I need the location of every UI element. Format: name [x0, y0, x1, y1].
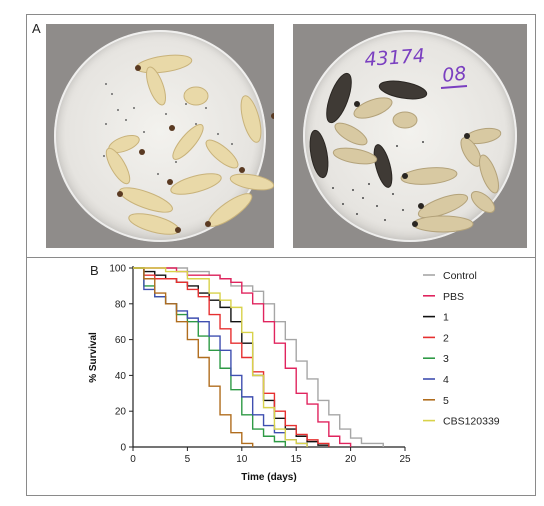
panel-b-label: B: [90, 263, 99, 278]
y-tick-label: 80: [115, 299, 127, 310]
x-tick-label: 25: [399, 454, 411, 465]
x-tick-label: 15: [291, 454, 303, 465]
series-line-pbs: [133, 267, 352, 447]
x-tick-label: 20: [345, 454, 357, 465]
x-tick-label: 5: [185, 454, 191, 465]
panel-divider: [27, 257, 535, 258]
photo-dish-left: [46, 24, 274, 248]
x-tick-label: 10: [236, 454, 248, 465]
legend-label: 4: [443, 374, 449, 386]
y-tick-label: 0: [120, 443, 126, 454]
dish-annotation-number: 43174: [364, 45, 426, 71]
series-line-control: [133, 267, 384, 447]
chart-series: [133, 267, 384, 447]
y-tick-label: 60: [115, 335, 127, 346]
figure-frame: A: [26, 14, 536, 496]
y-tick-label: 100: [109, 264, 126, 275]
larvae-left: [103, 54, 274, 235]
legend-label: 3: [443, 353, 449, 365]
series-line-cbs120339: [133, 267, 308, 447]
dish-annotation-suffix: 08: [441, 63, 467, 87]
photo-dish-right: 43174 08: [293, 24, 527, 248]
legend-label: PBS: [443, 291, 464, 303]
y-tick-label: 40: [115, 371, 127, 382]
chart-axes: 0 5 10 15 20 25 0 20 40 60 80 100: [109, 264, 411, 466]
legend-label: CBS120339: [443, 416, 500, 428]
annotation-underline: [440, 85, 468, 89]
y-axis-label: % Survival: [88, 332, 99, 383]
chart-legend: Control PBS 1 2 3 4 5 CBS120339: [423, 270, 500, 428]
legend-label: 1: [443, 312, 449, 324]
x-axis-label: Time (days): [241, 472, 296, 483]
legend-label: 2: [443, 332, 449, 344]
larvae-right: 43174 08: [309, 45, 502, 233]
legend-label: 5: [443, 395, 449, 407]
panel-a-label: A: [32, 21, 41, 36]
x-tick-label: 0: [130, 454, 136, 465]
y-tick-label: 20: [115, 407, 127, 418]
series-line-5: [133, 267, 254, 447]
series-line-2: [133, 267, 330, 447]
legend-label: Control: [443, 270, 477, 282]
